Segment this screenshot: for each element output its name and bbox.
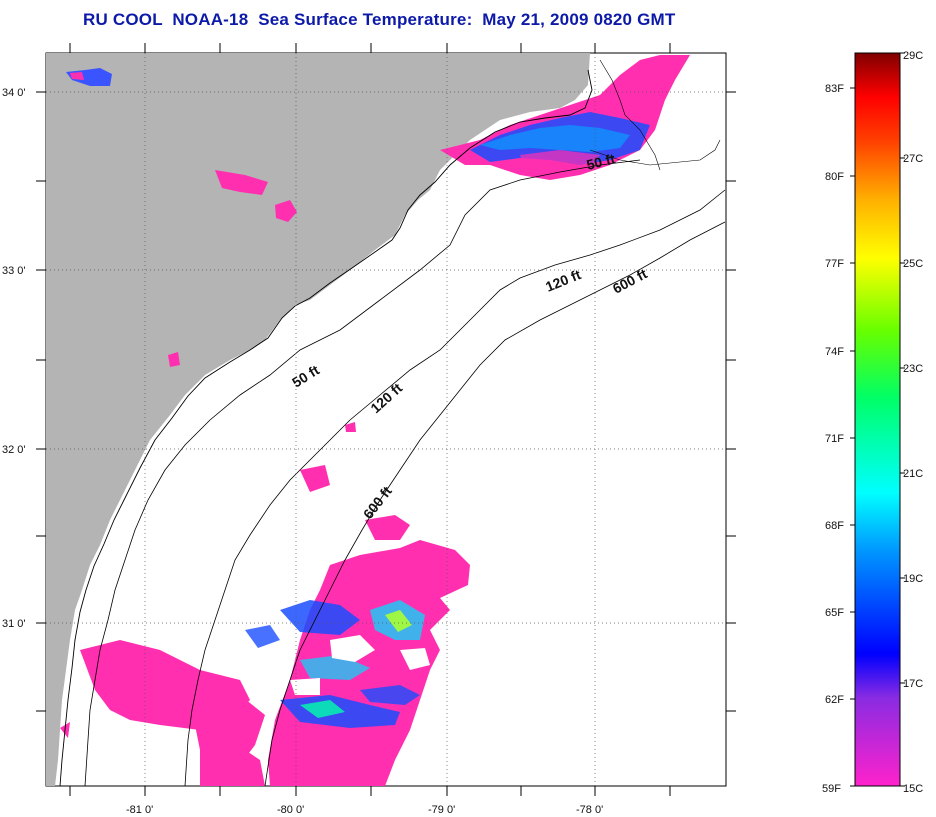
cb-c-23: 23C <box>903 363 923 375</box>
lat-label-33: 33 0' <box>2 265 26 277</box>
cb-c-21: 21C <box>903 468 923 480</box>
cb-c-19: 19C <box>903 573 923 585</box>
cb-f-83: 83F <box>825 83 844 95</box>
lon-label-78: -78 0' <box>576 804 603 816</box>
cb-c-25: 25C <box>903 258 923 270</box>
lat-label-32: 32 0' <box>2 444 26 456</box>
cb-c-27: 27C <box>903 153 923 165</box>
lon-label-81: -81 0' <box>126 804 153 816</box>
cb-f-59: 59F <box>822 783 841 795</box>
colorbar <box>855 53 900 786</box>
lon-label-80: -80 0' <box>277 804 304 816</box>
cb-f-71: 71F <box>825 433 844 445</box>
lon-label-79: -79 0' <box>428 804 455 816</box>
cb-c-29: 29C <box>903 50 923 62</box>
cb-f-65: 65F <box>825 607 844 619</box>
lat-label-31: 31 0' <box>2 618 26 630</box>
cb-f-74: 74F <box>825 346 844 358</box>
cb-f-62: 62F <box>825 694 844 706</box>
cb-f-77: 77F <box>825 258 844 270</box>
cb-f-80: 80F <box>825 171 844 183</box>
cb-c-15: 15C <box>903 783 923 795</box>
lat-label-34: 34 0' <box>2 87 26 99</box>
cb-f-68: 68F <box>825 520 844 532</box>
cb-c-17: 17C <box>903 678 923 690</box>
